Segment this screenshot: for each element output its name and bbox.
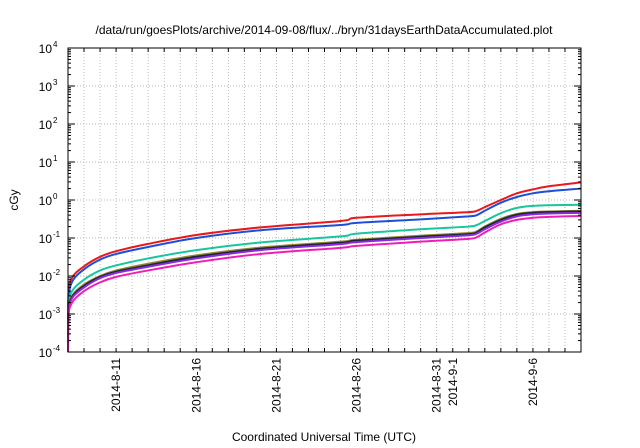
series-line-6 — [67, 211, 582, 353]
y-tick-label-base: 10 — [39, 346, 53, 360]
y-tick-label: 10 -1 — [39, 230, 61, 246]
y-tick-label-exponent: 3 — [53, 78, 58, 87]
x-tick-label: 2014-8-11 — [109, 358, 123, 412]
series-line-2 — [67, 187, 582, 353]
x-tick-label: 2014-9-1 — [446, 358, 460, 406]
tick-marks — [68, 47, 581, 353]
chart-title: /data/run/goesPlots/archive/2014-09-08/f… — [96, 23, 554, 37]
y-tick-label-base: 10 — [39, 42, 53, 56]
series-line-1 — [67, 181, 582, 353]
y-tick-label: 10 -2 — [39, 268, 61, 284]
grid — [68, 48, 581, 352]
y-tick-label-base: 10 — [39, 194, 53, 208]
y-axis-label: cGy — [7, 189, 21, 210]
y-tick-label-exponent: 4 — [53, 40, 58, 49]
series-line-3 — [67, 203, 582, 353]
y-tick-label: 10 0 — [39, 192, 58, 208]
y-tick-label-base: 10 — [39, 308, 53, 322]
y-tick-label: 10 3 — [39, 78, 58, 94]
y-tick-label-exponent: -2 — [53, 268, 61, 277]
y-tick-label: 10 -4 — [39, 344, 61, 360]
y-tick-label: 10 1 — [39, 154, 58, 170]
y-tick-label: 10 -3 — [39, 306, 61, 322]
series-line-7 — [67, 214, 582, 353]
series-line-5 — [67, 210, 582, 353]
y-tick-label-base: 10 — [39, 80, 53, 94]
y-tick-label-exponent: 0 — [53, 192, 58, 201]
y-tick-label: 10 2 — [39, 116, 58, 132]
series-group — [67, 181, 582, 353]
y-tick-label-exponent: -1 — [53, 230, 61, 239]
y-tick-label-exponent: 2 — [53, 116, 58, 125]
y-tick-label-base: 10 — [39, 232, 53, 246]
x-tick-labels: 2014-8-11 2014-8-16 2014-8-21 2014-8-26 2014… — [109, 358, 540, 413]
x-tick-label: 2014-8-21 — [269, 358, 283, 413]
x-tick-label: 2014-8-26 — [350, 358, 364, 413]
y-tick-label-exponent: -3 — [53, 306, 61, 315]
x-tick-label: 2014-9-6 — [526, 358, 540, 406]
y-tick-label-base: 10 — [39, 270, 53, 284]
x-tick-label: 2014-8-31 — [430, 358, 444, 413]
y-tick-label-base: 10 — [39, 156, 53, 170]
y-tick-label: 10 4 — [39, 40, 58, 56]
x-axis-label: Coordinated Universal Time (UTC) — [232, 430, 416, 444]
y-tick-label-exponent: 1 — [53, 154, 58, 163]
x-tick-label: 2014-8-16 — [189, 358, 203, 413]
y-tick-label-exponent: -4 — [53, 344, 61, 353]
y-tick-label-base: 10 — [39, 118, 53, 132]
